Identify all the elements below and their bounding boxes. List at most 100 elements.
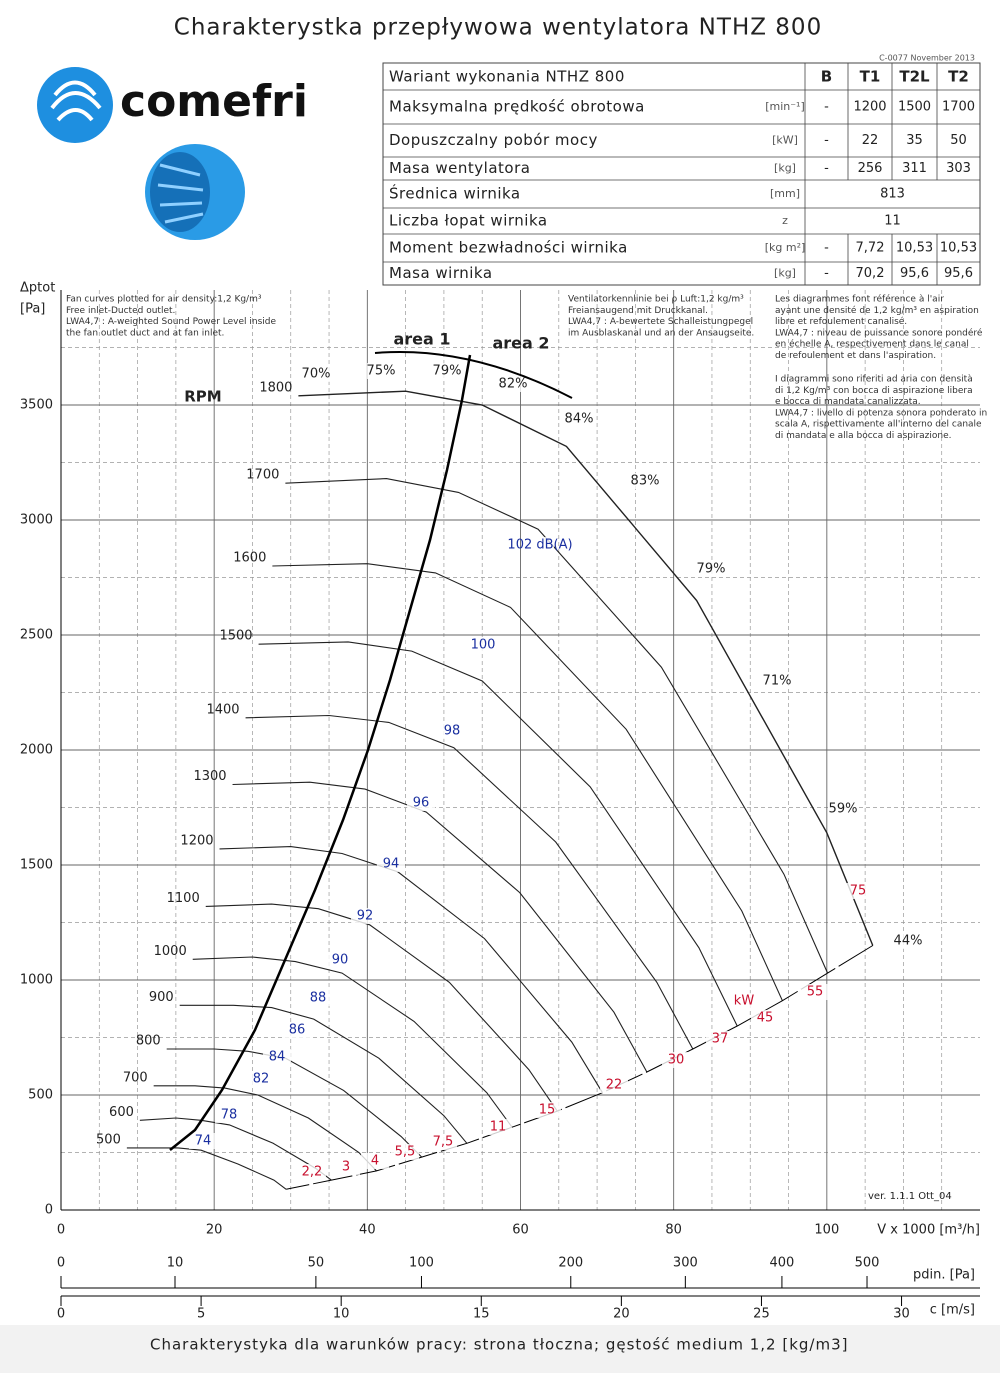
logo-circle xyxy=(37,67,113,143)
row-label: Liczba łopat wirnika xyxy=(389,212,548,230)
footer-band xyxy=(0,1325,1000,1373)
label-bg xyxy=(433,363,461,379)
row-unit: z xyxy=(782,214,788,227)
label-bg xyxy=(247,1071,275,1087)
speed-label-value: 1500 xyxy=(219,629,252,644)
table-frame xyxy=(382,62,981,286)
row-unit: [kg m²] xyxy=(765,241,806,254)
c-tick-label: 20 xyxy=(613,1307,630,1322)
y-tick-label: 500 xyxy=(28,1088,53,1103)
speed-curve xyxy=(232,781,648,1073)
x-axis-label: V x 1000 [m³/h] xyxy=(877,1223,980,1238)
impeller-blades xyxy=(157,163,204,224)
row-unit: [kg] xyxy=(774,267,796,280)
label-bg xyxy=(283,1022,311,1038)
doc-code: C-0077 November 2013 xyxy=(879,54,975,63)
label-bg xyxy=(801,984,829,1000)
header-cell: T2L xyxy=(899,68,930,86)
power-labels: 75 xyxy=(850,884,867,899)
note: LWA4,7 : niveau de puissance sonore pond… xyxy=(775,327,983,338)
speed-label-value: 1200 xyxy=(180,833,213,848)
pdin-axis-label: pdin. [Pa] xyxy=(913,1268,975,1283)
efficiency-labels: 79% xyxy=(697,562,726,577)
note: Ventilatorkennlinie bei ρ Luft:1,2 kg/m³ xyxy=(568,295,744,305)
speed-curve xyxy=(153,1085,377,1172)
power-labels: 11 xyxy=(490,1120,507,1135)
row-cell: 1700 xyxy=(942,100,975,115)
header-cell: T2 xyxy=(948,68,969,86)
note: LWA4,7 : livello di potenza sonora ponde… xyxy=(775,408,987,418)
note: Les diagrammes font référence à l'air xyxy=(775,294,944,305)
note: the fan outlet duct and at fan inlet. xyxy=(66,328,224,338)
logo-swirl xyxy=(50,80,102,122)
label-bg xyxy=(361,1153,389,1169)
logo: comefri xyxy=(37,67,308,240)
row-label: Średnica wirnika xyxy=(389,184,521,203)
speed-curve xyxy=(192,956,513,1128)
logo-text: comefri xyxy=(120,76,308,127)
label-bg xyxy=(326,952,354,968)
pdin-tick-label: 50 xyxy=(308,1256,325,1271)
efficiency-labels: 71% xyxy=(763,674,792,689)
row-cell: - xyxy=(824,100,829,115)
speed-label-value: 700 xyxy=(123,1070,148,1085)
row-cell: - xyxy=(824,161,829,176)
header-label: Wariant wykonania NTHZ 800 xyxy=(389,68,625,86)
label-bg xyxy=(763,673,791,689)
area-labels: area 2 xyxy=(492,334,549,353)
pdin-tick-label: 400 xyxy=(770,1256,795,1271)
speed-label: RPM xyxy=(184,388,221,406)
speed-label-value: 1800 xyxy=(259,380,292,395)
noise-labels: 90 xyxy=(332,953,349,968)
c-tick-label: 30 xyxy=(893,1307,910,1322)
speed-curve xyxy=(205,903,558,1112)
footer: Charakterystyka dla warunków pracy: stro… xyxy=(150,1336,848,1354)
label-bg xyxy=(469,637,497,653)
row-label: Masa wentylatora xyxy=(389,159,530,177)
note: di 1,2 Kg/m³ con bocca di aspirazione li… xyxy=(775,386,973,396)
power-labels: 7,5 xyxy=(433,1135,454,1150)
note: im Ausblaskanal und an der Ansaugseite. xyxy=(568,328,754,338)
row-cell: 256 xyxy=(858,161,883,176)
area-boundary xyxy=(169,354,472,1151)
pdin-tick-label: 500 xyxy=(855,1256,880,1271)
speed-label-value: 1700 xyxy=(246,468,279,483)
row-label: Moment bezwładności wirnika xyxy=(389,239,628,257)
note: en échelle A, respectivement dans le can… xyxy=(775,339,969,350)
label-bg xyxy=(438,723,466,739)
row-cell: 22 xyxy=(862,133,879,148)
x-tick-label: 20 xyxy=(206,1223,223,1238)
y-tick-label: 2000 xyxy=(20,743,53,758)
speed-label-value: 1100 xyxy=(167,891,200,906)
y-tick-label: 2500 xyxy=(20,628,53,643)
area-labels: area 1 xyxy=(393,330,450,349)
y-tick-label: 3000 xyxy=(20,513,53,528)
title: Charakterystka przepływowa wentylatora N… xyxy=(174,15,822,41)
note: Free inlet-Ducted outlet. xyxy=(66,306,175,316)
chart: 0 20 40 60 80 1000500100015002000250030003500… xyxy=(20,281,987,1322)
label-bg xyxy=(697,561,725,577)
label-bg xyxy=(391,1144,419,1160)
x-tick-label: 80 xyxy=(665,1223,682,1238)
row-unit: [kW] xyxy=(772,134,798,147)
power-labels: 55 xyxy=(807,985,824,1000)
row-cell: - xyxy=(824,133,829,148)
note: ayant une densité de 1,2 kg/m³ en aspira… xyxy=(775,305,979,316)
efficiency-labels: 82% xyxy=(499,377,528,392)
label-bg xyxy=(894,933,922,949)
speed-curve xyxy=(258,641,738,1027)
label-bg xyxy=(662,1052,690,1068)
label-bg xyxy=(829,801,857,817)
label-bg xyxy=(565,411,593,427)
y-tick-label: 3500 xyxy=(20,398,53,413)
pdin-tick-label: 200 xyxy=(558,1256,583,1271)
row-label: Masa wirnika xyxy=(389,264,493,282)
c-tick-label: 0 xyxy=(57,1307,65,1322)
row-cell: 1200 xyxy=(853,100,886,115)
y-tick-label: 0 xyxy=(45,1203,53,1218)
noise-labels: 86 xyxy=(289,1023,306,1038)
label-bg xyxy=(429,1134,457,1150)
note: LWA4,7 : A-weighted Sound Power Level in… xyxy=(66,317,276,327)
speed-curve xyxy=(285,478,829,974)
